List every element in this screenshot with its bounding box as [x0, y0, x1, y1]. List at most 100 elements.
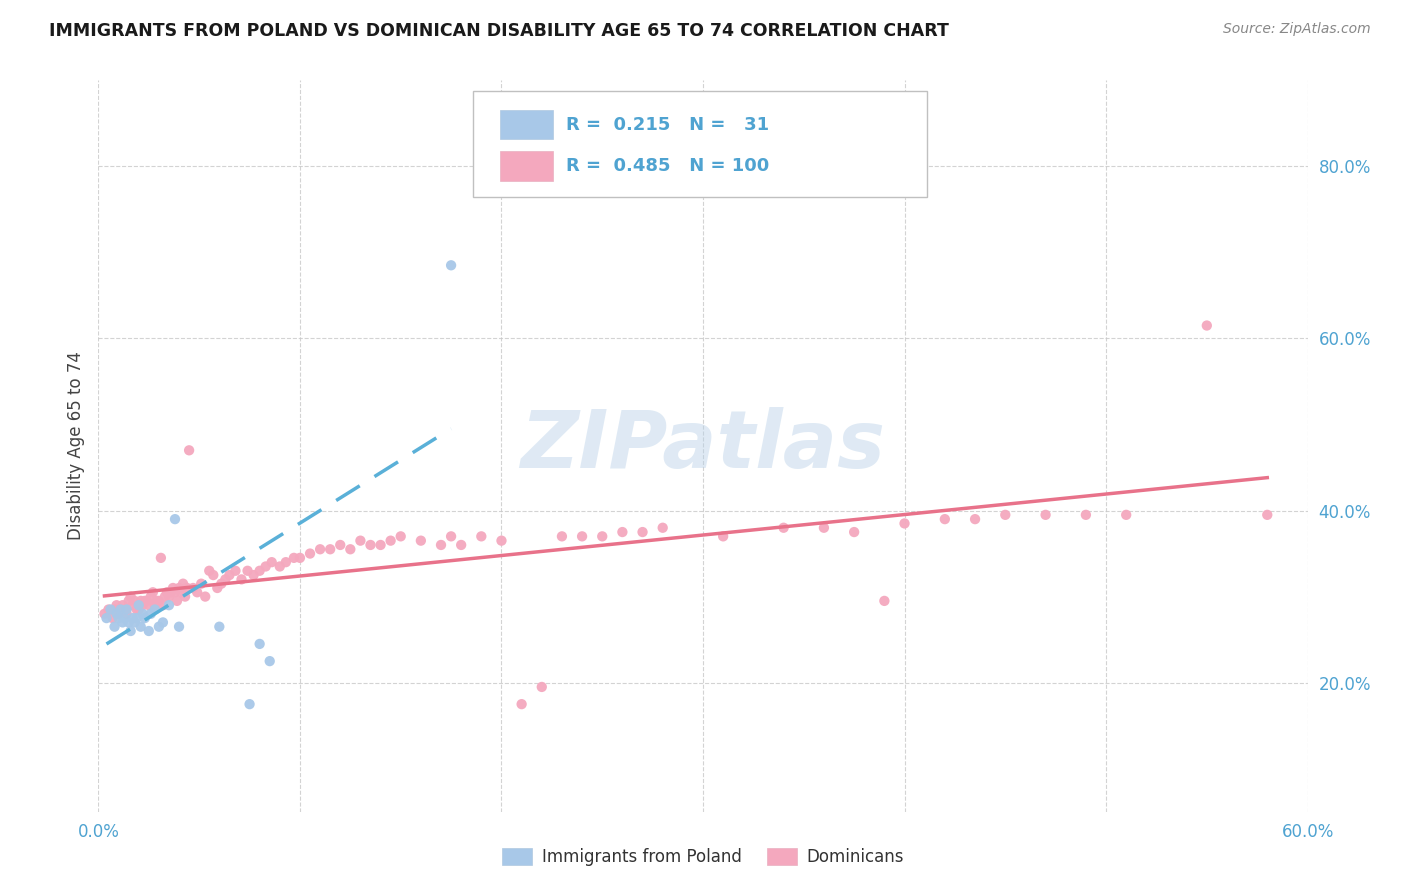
Point: [181, 581, 204, 595]
Point: [134, 611, 156, 625]
Point: [510, 697, 533, 711]
Point: [110, 602, 132, 616]
Point: [934, 512, 956, 526]
Point: [813, 521, 835, 535]
Point: [152, 598, 174, 612]
Point: [128, 598, 150, 612]
Point: [146, 594, 169, 608]
Point: [111, 615, 134, 630]
Point: [139, 590, 162, 604]
Point: [965, 512, 987, 526]
Point: [288, 550, 311, 565]
Point: [530, 680, 553, 694]
Point: [167, 581, 190, 595]
Point: [105, 607, 128, 621]
Point: [339, 542, 361, 557]
Point: [631, 524, 654, 539]
Point: [236, 564, 259, 578]
Point: [115, 602, 138, 616]
Point: [163, 585, 186, 599]
Point: [176, 581, 198, 595]
Point: [349, 533, 371, 548]
Point: [170, 585, 193, 599]
Point: [269, 559, 291, 574]
Point: [214, 573, 236, 587]
Point: [409, 533, 432, 548]
Point: [111, 598, 134, 612]
Point: [124, 594, 146, 608]
Text: IMMIGRANTS FROM POLAND VS DOMINICAN DISABILITY AGE 65 TO 74 CORRELATION CHART: IMMIGRANTS FROM POLAND VS DOMINICAN DISA…: [49, 22, 949, 40]
Point: [551, 529, 574, 543]
Y-axis label: Disability Age 65 to 74: Disability Age 65 to 74: [66, 351, 84, 541]
Point: [470, 529, 492, 543]
Point: [124, 615, 146, 630]
Point: [249, 564, 271, 578]
Point: [1115, 508, 1137, 522]
Point: [430, 538, 453, 552]
Point: [207, 581, 229, 595]
Point: [148, 620, 170, 634]
Point: [125, 602, 148, 616]
Point: [283, 550, 305, 565]
Point: [132, 607, 155, 621]
Point: [134, 594, 156, 608]
Point: [101, 611, 124, 625]
Point: [186, 585, 208, 599]
Point: [153, 590, 176, 604]
Point: [1195, 318, 1218, 333]
Point: [231, 573, 253, 587]
Point: [135, 594, 157, 608]
Point: [105, 598, 128, 612]
Point: [194, 590, 217, 604]
Point: [440, 529, 463, 543]
Point: [103, 620, 125, 634]
Point: [370, 538, 392, 552]
Point: [166, 594, 188, 608]
Point: [157, 590, 180, 604]
Point: [156, 585, 179, 599]
Point: [114, 611, 136, 625]
Point: [129, 620, 152, 634]
Point: [218, 568, 240, 582]
Point: [149, 550, 172, 565]
Point: [160, 585, 183, 599]
Point: [179, 443, 201, 458]
Point: [157, 598, 180, 612]
FancyBboxPatch shape: [501, 110, 553, 139]
Point: [1256, 508, 1278, 522]
Point: [148, 594, 170, 608]
Point: [491, 533, 513, 548]
Point: [129, 594, 152, 608]
Point: [120, 624, 142, 638]
Point: [174, 590, 197, 604]
Point: [893, 516, 915, 531]
Point: [873, 594, 896, 608]
Point: [571, 529, 593, 543]
Point: [994, 508, 1017, 522]
Point: [380, 533, 402, 548]
Point: [208, 620, 231, 634]
Point: [190, 576, 212, 591]
FancyBboxPatch shape: [501, 152, 553, 180]
Point: [239, 697, 262, 711]
Point: [139, 607, 162, 621]
Point: [167, 620, 190, 634]
Point: [299, 547, 322, 561]
Point: [107, 611, 129, 625]
Point: [249, 637, 271, 651]
Point: [143, 598, 166, 612]
Point: [242, 568, 264, 582]
Point: [120, 590, 142, 604]
Point: [612, 524, 634, 539]
Point: [93, 607, 115, 621]
Point: [121, 611, 143, 625]
Point: [254, 559, 277, 574]
Point: [132, 598, 155, 612]
Point: [260, 555, 283, 569]
Point: [172, 576, 194, 591]
Point: [114, 602, 136, 616]
Point: [711, 529, 734, 543]
Legend: Immigrants from Poland, Dominicans: Immigrants from Poland, Dominicans: [495, 841, 911, 873]
Point: [319, 542, 342, 557]
Text: ZIPatlas: ZIPatlas: [520, 407, 886, 485]
